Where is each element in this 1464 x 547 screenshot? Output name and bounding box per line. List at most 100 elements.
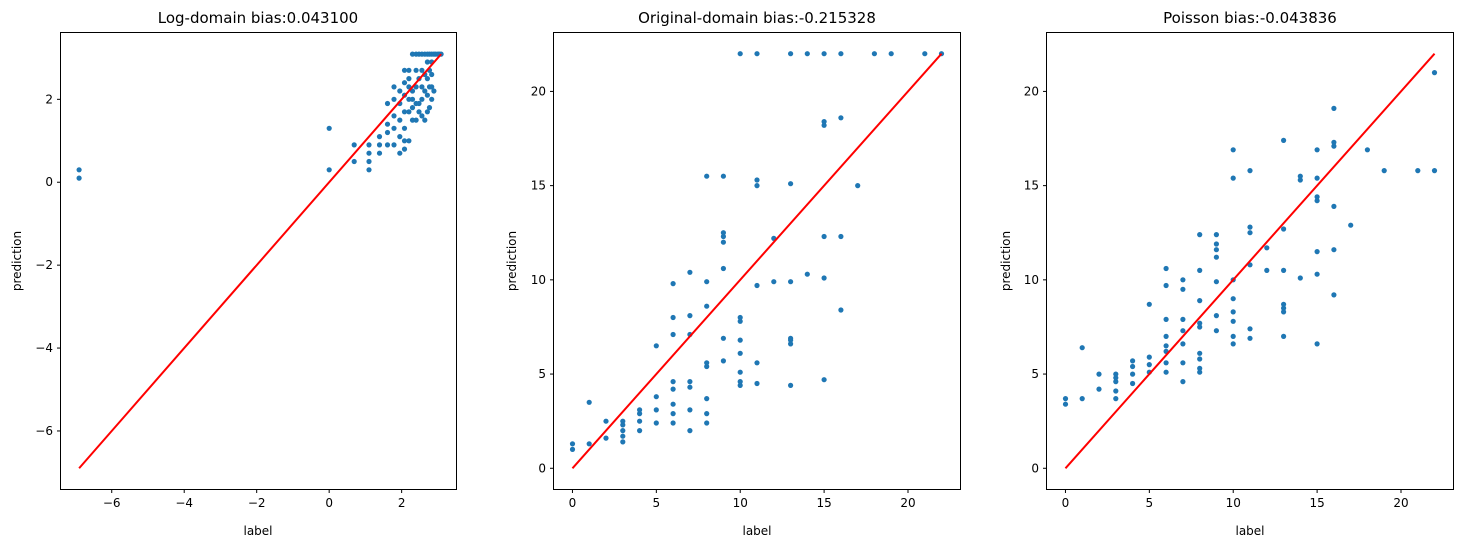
scatter-point xyxy=(1213,279,1219,285)
x-tick-label: 0 xyxy=(325,496,333,510)
scatter-point xyxy=(788,382,794,388)
scatter-point xyxy=(1431,70,1438,76)
scatter-point xyxy=(406,76,412,82)
scatter-point xyxy=(637,428,643,434)
scatter-point xyxy=(586,441,592,447)
axes-frame xyxy=(60,32,457,490)
scatter-point xyxy=(384,121,391,127)
scatter-point xyxy=(409,51,416,57)
scatter-point xyxy=(419,84,425,90)
scatter-point xyxy=(821,122,827,128)
scatter-point xyxy=(704,360,710,366)
scatter-point xyxy=(720,265,727,272)
scatter-point xyxy=(670,314,676,321)
scatter-point xyxy=(1230,341,1236,347)
y-tick-labels: −6 −4 −2 0 2 xyxy=(35,92,61,438)
scatter-point xyxy=(366,142,372,148)
scatter-point xyxy=(76,175,82,181)
scatter-point xyxy=(1197,356,1203,362)
scatter-point xyxy=(737,314,743,321)
scatter-point xyxy=(586,399,592,405)
scatter-point xyxy=(384,129,391,136)
scatter-point xyxy=(1230,175,1236,181)
scatter-point xyxy=(1062,396,1069,402)
scatter-point xyxy=(1146,362,1152,368)
scatter-point xyxy=(413,117,419,123)
scatter-point xyxy=(391,142,397,148)
scatter-point xyxy=(401,146,408,152)
scatter-point xyxy=(1213,232,1219,238)
x-tick-label: 20 xyxy=(1393,496,1408,510)
scatter-point xyxy=(1247,230,1253,236)
y-tick-label: 5 xyxy=(538,367,546,381)
scatter-point xyxy=(1281,301,1287,307)
y-tick-label: 2 xyxy=(45,92,53,106)
scatter-point xyxy=(1230,333,1236,339)
scatter-point xyxy=(409,96,416,102)
y-tick-label: 20 xyxy=(1024,84,1039,98)
scatter-point xyxy=(1364,147,1370,153)
x-tick-label: −4 xyxy=(175,496,193,510)
scatter-point xyxy=(1314,198,1320,204)
scatter-point xyxy=(1213,328,1219,334)
scatter-point xyxy=(366,150,372,156)
scatter-point xyxy=(1281,137,1287,143)
scatter-point xyxy=(426,105,433,111)
x-tick-label: 5 xyxy=(1146,496,1154,510)
scatter-point xyxy=(804,51,810,57)
scatter-point xyxy=(788,279,794,285)
scatter-point xyxy=(1163,265,1169,272)
scatter-point xyxy=(1381,168,1387,174)
scatter-point xyxy=(1314,194,1320,200)
scatter-point xyxy=(754,282,760,289)
scatter-point xyxy=(416,109,422,115)
scatter-point xyxy=(1331,105,1337,111)
scatter-point xyxy=(1331,203,1337,209)
scatter-point xyxy=(620,433,626,439)
scatter-point xyxy=(1197,324,1203,330)
scatter-point xyxy=(413,67,419,73)
scatter-point xyxy=(754,51,760,57)
scatter-point xyxy=(391,125,397,131)
scatter-point xyxy=(419,67,425,73)
scatter-point xyxy=(1163,360,1169,366)
scatter-point xyxy=(401,67,408,73)
x-tick-label: 0 xyxy=(569,496,577,510)
scatter-point xyxy=(1331,139,1337,145)
subplot-poisson: Poisson bias:-0.043836 0 5 10 15 20 0 5 10 15 20… xyxy=(999,9,1454,538)
scatter-point xyxy=(406,109,412,115)
scatter-point xyxy=(429,84,435,90)
scatter-point xyxy=(670,401,676,407)
x-axis-label: label xyxy=(1235,524,1264,538)
scatter-point xyxy=(1146,354,1152,360)
scatter-point xyxy=(838,233,844,240)
scatter-point xyxy=(670,386,676,392)
scatter-point xyxy=(1213,313,1219,319)
scatter-point xyxy=(384,142,391,148)
scatter-point xyxy=(637,411,643,417)
scatter-point xyxy=(376,134,383,140)
scatter-point xyxy=(1331,143,1337,149)
scatter-point xyxy=(406,96,412,102)
scatter-point xyxy=(1213,241,1219,247)
scatter-point xyxy=(1230,309,1236,315)
scatter-point xyxy=(1197,298,1203,304)
identity-line xyxy=(1064,53,1436,469)
scatter-point xyxy=(1213,254,1219,260)
y-tick-label: 15 xyxy=(531,179,546,193)
scatter-point xyxy=(1314,271,1320,277)
scatter-point xyxy=(771,279,777,285)
scatter-point xyxy=(397,88,403,94)
scatter-point xyxy=(1230,296,1236,302)
scatter-point xyxy=(1247,224,1253,230)
scatter-point xyxy=(737,51,743,57)
scatter-point xyxy=(1113,379,1119,385)
scatter-point xyxy=(397,117,403,123)
scatter-point xyxy=(821,119,827,125)
subplot-title: Original-domain bias:-0.215328 xyxy=(638,9,876,27)
scatter-point xyxy=(653,407,659,413)
scatter-point xyxy=(720,173,727,179)
scatter-point xyxy=(1197,320,1203,326)
scatter-point xyxy=(838,115,844,121)
